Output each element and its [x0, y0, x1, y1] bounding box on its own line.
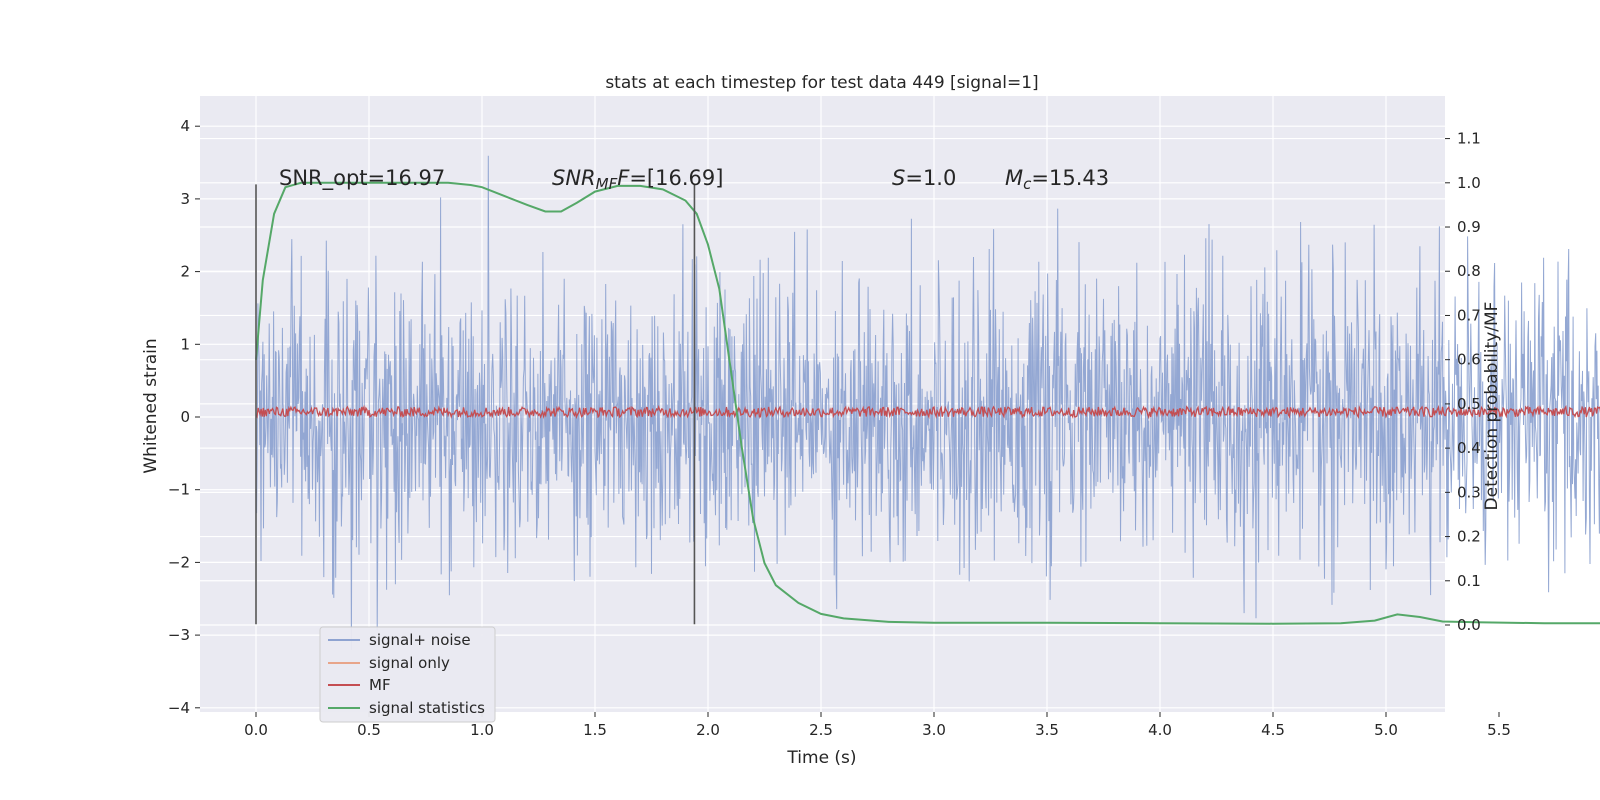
y-tick-label: 0 [180, 408, 190, 426]
x-tick-label: 4.0 [1148, 721, 1172, 739]
legend-label-signal-noise: signal+ noise [369, 631, 471, 649]
y-tick-label: 4 [180, 117, 190, 135]
x-tick-label: 1.5 [583, 721, 607, 739]
y-right-tick-label: 1.1 [1457, 130, 1481, 148]
x-tick-label: 5.5 [1487, 721, 1511, 739]
y-tick-label: 3 [180, 190, 190, 208]
series-signal-statistics [255, 181, 1600, 625]
y-tick-label: 1 [180, 335, 190, 353]
y-right-tick-label: 0.5 [1457, 395, 1481, 413]
y-right-tick-label: 0.8 [1457, 262, 1481, 280]
data-layer [255, 155, 1600, 650]
x-tick-label: 2.5 [809, 721, 833, 739]
y-right-tick-label: 0.4 [1457, 439, 1481, 457]
y-right-tick-label: 0.1 [1457, 572, 1481, 590]
y-tick-label: −2 [168, 553, 190, 571]
y-axis-label: Whitened strain [141, 338, 161, 473]
s-annotation: S=1.0 [892, 166, 956, 190]
x-axis-label: Time (s) [786, 748, 856, 768]
y-tick-label: −3 [168, 626, 190, 644]
x-tick-label: 1.0 [470, 721, 494, 739]
x-tick-label: 4.5 [1261, 721, 1285, 739]
y-right-tick-label: 1.0 [1457, 174, 1481, 192]
ticks: 0.00.51.01.52.02.53.03.54.04.55.05.56.06… [168, 117, 1511, 739]
series-signal-noise [255, 155, 1600, 650]
snr-opt-annotation: SNR_opt=16.97 [279, 166, 445, 191]
x-tick-label: 0.0 [244, 721, 268, 739]
mc-annotation: Mc=15.43 [1005, 166, 1109, 193]
x-tick-label: 3.5 [1035, 721, 1059, 739]
x-tick-label: 5.0 [1374, 721, 1398, 739]
y-right-tick-label: 0.0 [1457, 616, 1481, 634]
legend-box [319, 626, 496, 723]
y-right-tick-label: 0.7 [1457, 306, 1481, 324]
series-mf [255, 404, 1600, 420]
legend-label-mf: MF [369, 676, 391, 694]
y-right-tick-label: 0.9 [1457, 218, 1481, 236]
y-right-axis-label: Detection probability/MF [1482, 302, 1502, 511]
chart-title: stats at each timestep for test data 449… [605, 73, 1038, 93]
legend-label-signal-only: signal only [369, 654, 450, 672]
snr-mf-annotation: SNRMFF=[16.69] [552, 166, 723, 193]
y-right-tick-label: 0.2 [1457, 528, 1481, 546]
legend-label-signal-statistics: signal statistics [369, 699, 485, 717]
y-right-tick-label: 0.6 [1457, 351, 1481, 369]
y-tick-label: −1 [168, 481, 190, 499]
legend: signal+ noise signal only MF signal stat… [319, 626, 496, 723]
y-tick-label: 2 [180, 263, 190, 281]
vertical-markers [255, 184, 696, 625]
x-tick-label: 3.0 [922, 721, 946, 739]
y-right-tick-label: 0.3 [1457, 483, 1481, 501]
x-tick-label: 2.0 [696, 721, 720, 739]
x-tick-label: 0.5 [357, 721, 381, 739]
y-tick-label: −4 [168, 699, 190, 717]
